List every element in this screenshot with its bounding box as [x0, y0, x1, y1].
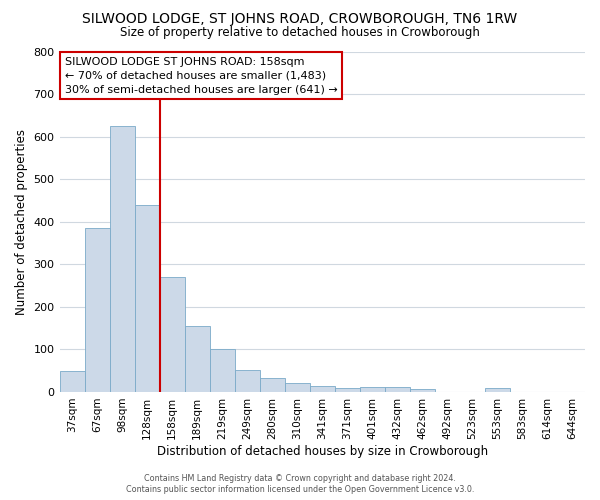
- Bar: [85, 228, 110, 392]
- Bar: [335, 388, 360, 392]
- Bar: [110, 126, 134, 392]
- Bar: [385, 387, 410, 392]
- X-axis label: Distribution of detached houses by size in Crowborough: Distribution of detached houses by size …: [157, 444, 488, 458]
- Bar: [260, 378, 285, 392]
- Text: SILWOOD LODGE ST JOHNS ROAD: 158sqm
← 70% of detached houses are smaller (1,483): SILWOOD LODGE ST JOHNS ROAD: 158sqm ← 70…: [65, 56, 338, 94]
- Bar: [410, 389, 435, 392]
- Text: Contains HM Land Registry data © Crown copyright and database right 2024.
Contai: Contains HM Land Registry data © Crown c…: [126, 474, 474, 494]
- Bar: [59, 370, 85, 392]
- Y-axis label: Number of detached properties: Number of detached properties: [15, 128, 28, 314]
- Text: SILWOOD LODGE, ST JOHNS ROAD, CROWBOROUGH, TN6 1RW: SILWOOD LODGE, ST JOHNS ROAD, CROWBOROUG…: [82, 12, 518, 26]
- Bar: [310, 386, 335, 392]
- Bar: [134, 204, 160, 392]
- Text: Size of property relative to detached houses in Crowborough: Size of property relative to detached ho…: [120, 26, 480, 39]
- Bar: [185, 326, 209, 392]
- Bar: [235, 370, 260, 392]
- Bar: [285, 384, 310, 392]
- Bar: [209, 350, 235, 392]
- Bar: [485, 388, 510, 392]
- Bar: [160, 277, 185, 392]
- Bar: [360, 387, 385, 392]
